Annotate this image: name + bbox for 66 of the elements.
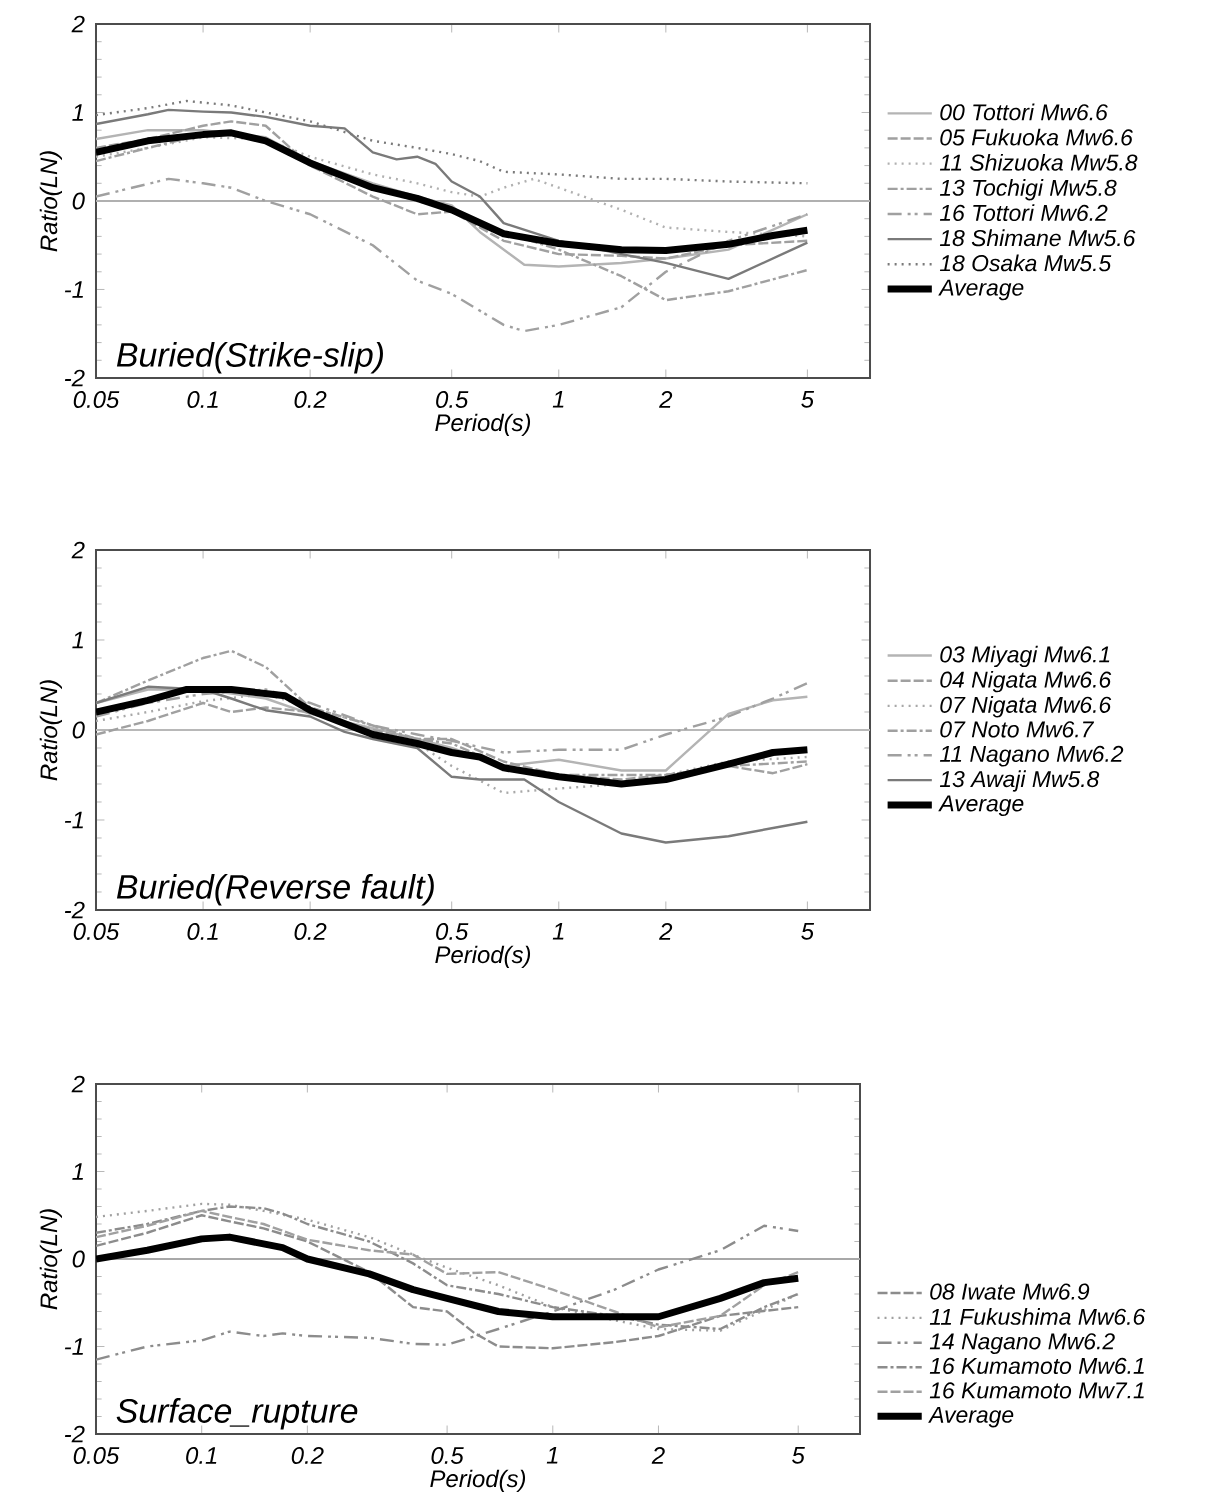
legend-label: Average [938, 279, 1024, 301]
legend-label: 11 Nagano Mw6.2 [939, 745, 1124, 767]
x-tick-label: 1 [546, 1447, 558, 1464]
y-tick-label: -1 [64, 281, 83, 298]
x-tick-label: 0.2 [294, 391, 327, 408]
x-tick-label: 2 [659, 391, 673, 408]
x-tick-label: 0.05 [73, 391, 120, 408]
y-axis-title: Ratio(LN) [39, 1209, 62, 1310]
legend-label: 05 Fukuoka Mw6.6 [940, 128, 1133, 146]
x-tick-label: 5 [801, 391, 815, 408]
x-axis-title: Period(s) [430, 1469, 526, 1492]
x-axis-title: Period(s) [435, 945, 531, 968]
legend-label: 16 Kumamoto Mw6.1 [929, 1357, 1144, 1374]
x-tick-label: 0.5 [436, 391, 469, 408]
legend-label: 16 Kumamoto Mw7.1 [929, 1382, 1144, 1399]
x-tick-label: 0.05 [73, 923, 120, 940]
x-tick-label: 5 [792, 1447, 805, 1464]
x-axis-title: Period(s) [435, 413, 531, 436]
x-tick-label: 2 [659, 923, 673, 940]
y-tick-label: -1 [64, 1338, 83, 1355]
legend-label: 07 Nigata Mw6.6 [940, 696, 1112, 718]
legend-label: Average [928, 1406, 1014, 1428]
legend-label: 13 Tochigi Mw5.8 [939, 179, 1117, 201]
y-axis-title: Ratio(LN) [39, 680, 62, 781]
y-tick-label: -1 [64, 811, 83, 829]
legend-label: 13 Awaji Mw5.8 [939, 770, 1100, 792]
x-tick-label: 2 [651, 1447, 665, 1464]
y-tick-label: 0 [72, 1250, 85, 1268]
x-tick-label: 0.5 [436, 923, 469, 940]
legend-label: 08 Iwate Mw6.9 [930, 1283, 1090, 1300]
x-tick-label: 0.05 [73, 1447, 120, 1464]
x-tick-label: 1 [552, 923, 564, 940]
legend-label: 18 Osaka Mw5.5 [939, 254, 1112, 272]
x-tick-label: 0.5 [431, 1447, 464, 1464]
x-tick-label: 0.1 [187, 391, 218, 408]
y-tick-label: 0 [72, 192, 85, 210]
legend-label: 03 Miyagi Mw6.1 [940, 645, 1110, 668]
y-tick-label: -2 [64, 1425, 85, 1443]
y-tick-label: -2 [64, 901, 85, 919]
y-tick-label: 2 [71, 15, 85, 33]
legend-label: Average [938, 795, 1024, 817]
x-tick-label: 5 [801, 923, 815, 940]
x-tick-label: 1 [552, 391, 564, 408]
legend-label: 18 Shimane Mw5.6 [939, 229, 1136, 247]
legend-label: 11 Shizuoka Mw5.8 [939, 153, 1138, 171]
legend-label: 00 Tottori Mw6.6 [940, 103, 1108, 121]
x-tick-label: 0.1 [187, 923, 218, 940]
x-tick-label: 0.1 [186, 1447, 217, 1464]
y-tick-label: -2 [64, 369, 85, 387]
legend-label: 16 Tottori Mw6.2 [939, 204, 1108, 222]
legend-label: 07 Noto Mw6.7 [940, 721, 1095, 738]
y-tick-label: 2 [71, 541, 85, 559]
annotation: Buried(Reverse fault) [116, 874, 434, 906]
annotation: Buried(Strike-slip) [116, 342, 383, 374]
legend-label: 11 Fukushima Mw6.6 [929, 1308, 1146, 1325]
legend-label: 14 Nagano Mw6.2 [929, 1333, 1115, 1354]
y-tick-label: 1 [72, 1163, 83, 1180]
y-axis-title: Ratio(LN) [39, 151, 62, 252]
y-tick-label: 2 [71, 1075, 85, 1093]
legend-label: 04 Nigata Mw6.6 [940, 670, 1112, 693]
y-tick-label: 0 [72, 721, 85, 739]
y-tick-label: 1 [72, 631, 83, 649]
x-tick-label: 0.2 [291, 1447, 324, 1464]
y-tick-label: 1 [72, 104, 83, 121]
x-tick-label: 0.2 [294, 923, 327, 940]
annotation: Surface_rupture [116, 1398, 358, 1430]
